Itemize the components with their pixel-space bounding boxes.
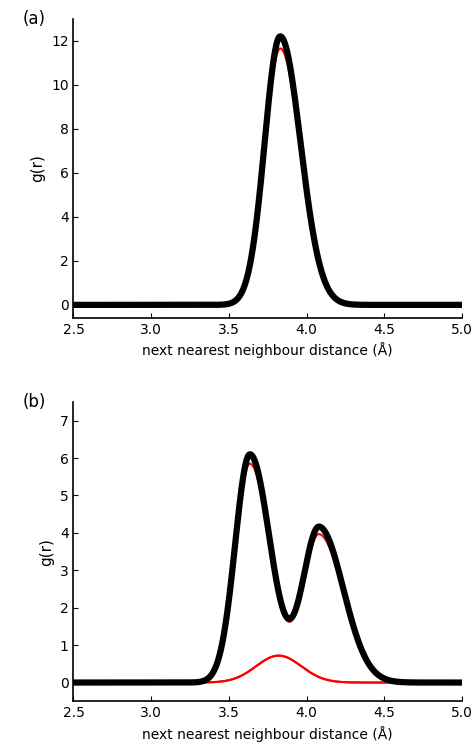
Text: (a): (a) [23, 10, 46, 28]
Y-axis label: g(r): g(r) [30, 154, 46, 182]
Y-axis label: g(r): g(r) [39, 538, 54, 566]
X-axis label: next nearest neighbour distance (Å): next nearest neighbour distance (Å) [143, 343, 393, 358]
X-axis label: next nearest neighbour distance (Å): next nearest neighbour distance (Å) [143, 726, 393, 742]
Text: (b): (b) [23, 393, 46, 411]
